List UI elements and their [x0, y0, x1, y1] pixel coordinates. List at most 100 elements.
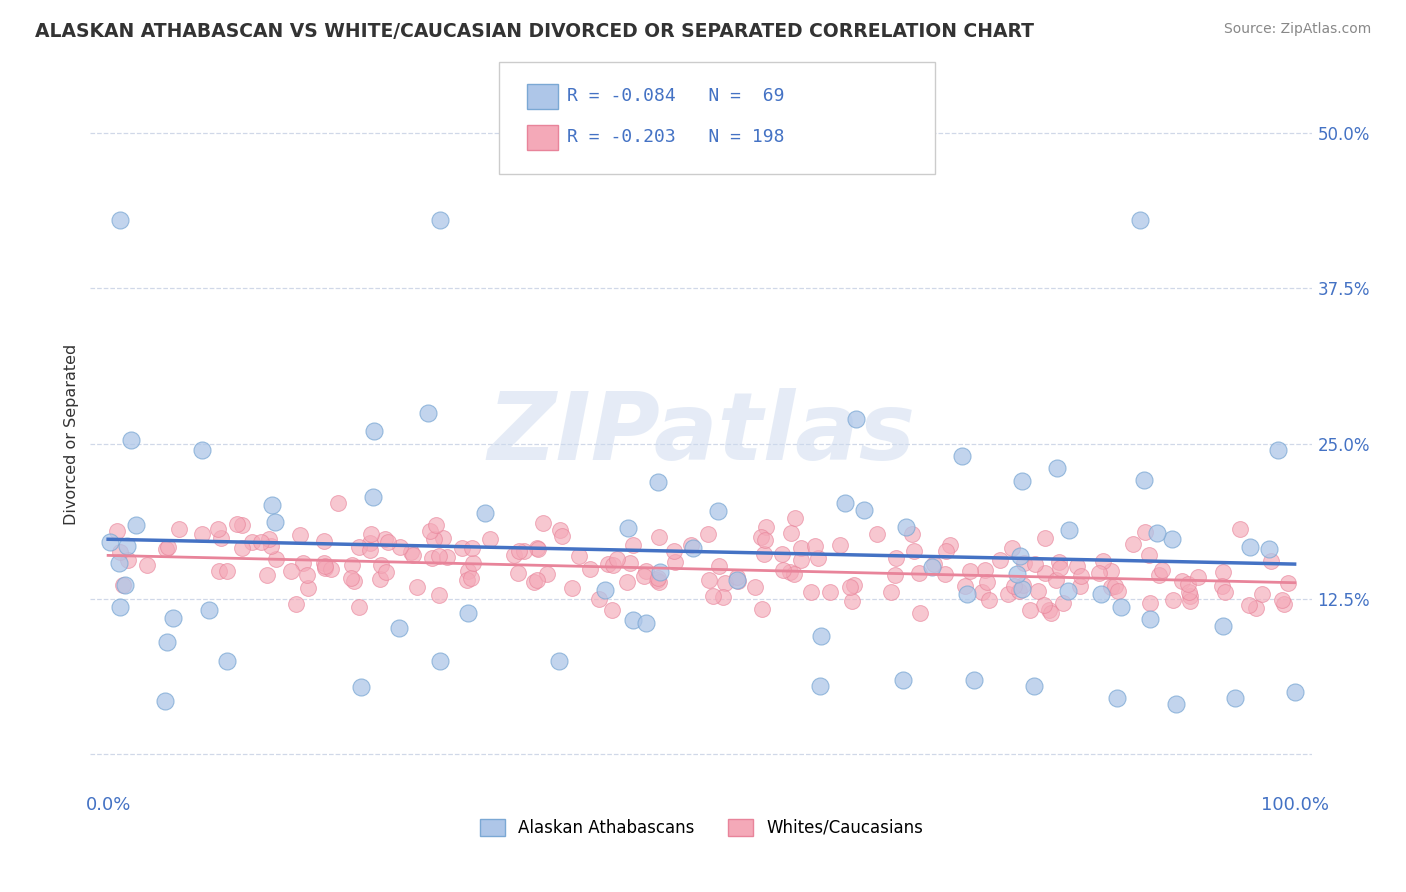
- Point: [291, 556, 314, 570]
- Point: [621, 614, 644, 628]
- Point: [852, 503, 875, 517]
- Point: [908, 606, 931, 620]
- Point: [727, 574, 749, 588]
- Point: [231, 517, 253, 532]
- Point: [548, 654, 571, 668]
- Point: [264, 515, 287, 529]
- Point: [1213, 585, 1236, 599]
- Text: ALASKAN ATHABASCAN VS WHITE/CAUCASIAN DIVORCED OR SEPARATED CORRELATION CHART: ALASKAN ATHABASCAN VS WHITE/CAUCASIAN DI…: [35, 22, 1035, 41]
- Point: [1057, 584, 1080, 599]
- Point: [707, 559, 730, 574]
- Point: [1244, 600, 1267, 615]
- Point: [664, 555, 686, 569]
- Point: [807, 551, 830, 566]
- Point: [593, 582, 616, 597]
- Point: [953, 579, 976, 593]
- Point: [616, 574, 638, 589]
- Point: [108, 213, 131, 227]
- Point: [1104, 579, 1126, 593]
- Point: [681, 538, 703, 552]
- Point: [256, 568, 278, 582]
- Point: [970, 584, 993, 599]
- Point: [359, 536, 381, 550]
- Point: [818, 585, 841, 599]
- Point: [907, 566, 929, 580]
- Point: [1129, 213, 1152, 227]
- Point: [988, 553, 1011, 567]
- Point: [1171, 574, 1194, 589]
- Point: [682, 541, 704, 555]
- Point: [98, 535, 121, 549]
- Point: [830, 539, 852, 553]
- Point: [536, 566, 558, 581]
- Point: [1107, 584, 1129, 599]
- Point: [598, 557, 620, 571]
- Point: [1040, 606, 1063, 620]
- Point: [108, 599, 131, 614]
- Point: [1187, 570, 1209, 584]
- Point: [883, 567, 905, 582]
- Point: [312, 557, 335, 571]
- Point: [749, 530, 772, 544]
- Point: [264, 551, 287, 566]
- Point: [262, 499, 284, 513]
- Point: [1105, 691, 1128, 706]
- Point: [259, 539, 281, 553]
- Point: [1057, 524, 1080, 538]
- Point: [209, 531, 232, 545]
- Point: [1284, 685, 1306, 699]
- Point: [938, 538, 960, 552]
- Point: [136, 558, 159, 572]
- Point: [1178, 594, 1201, 608]
- Point: [973, 563, 995, 577]
- Point: [375, 565, 398, 579]
- Point: [457, 606, 479, 620]
- Point: [1267, 442, 1289, 457]
- Point: [527, 541, 550, 556]
- Point: [361, 491, 384, 505]
- Point: [1019, 603, 1042, 617]
- Point: [1211, 578, 1233, 592]
- Point: [1225, 691, 1247, 706]
- Point: [1026, 583, 1049, 598]
- Point: [1012, 578, 1035, 592]
- Point: [770, 547, 793, 561]
- Point: [647, 475, 669, 489]
- Point: [1092, 554, 1115, 568]
- Point: [1109, 599, 1132, 614]
- Point: [955, 587, 977, 601]
- Point: [1033, 532, 1056, 546]
- Point: [512, 543, 534, 558]
- Point: [751, 602, 773, 616]
- Point: [249, 534, 271, 549]
- Point: [804, 539, 827, 553]
- Point: [602, 558, 624, 573]
- Point: [326, 496, 349, 510]
- Point: [711, 590, 734, 604]
- Point: [349, 680, 371, 694]
- Point: [427, 549, 450, 564]
- Point: [208, 564, 231, 578]
- Point: [950, 449, 973, 463]
- Point: [1147, 568, 1170, 582]
- Point: [314, 558, 336, 573]
- Point: [429, 654, 451, 668]
- Point: [125, 517, 148, 532]
- Point: [457, 564, 479, 578]
- Point: [1052, 596, 1074, 610]
- Point: [841, 594, 863, 608]
- Point: [1088, 566, 1111, 580]
- Point: [1139, 596, 1161, 610]
- Point: [579, 562, 602, 576]
- Point: [633, 569, 655, 583]
- Text: R = -0.084   N =  69: R = -0.084 N = 69: [567, 87, 785, 105]
- Point: [215, 654, 238, 668]
- Point: [551, 529, 574, 543]
- Point: [373, 532, 395, 546]
- Point: [1099, 580, 1122, 594]
- Point: [645, 573, 668, 587]
- Point: [107, 556, 129, 570]
- Point: [478, 532, 501, 546]
- Point: [844, 578, 866, 592]
- Point: [368, 572, 391, 586]
